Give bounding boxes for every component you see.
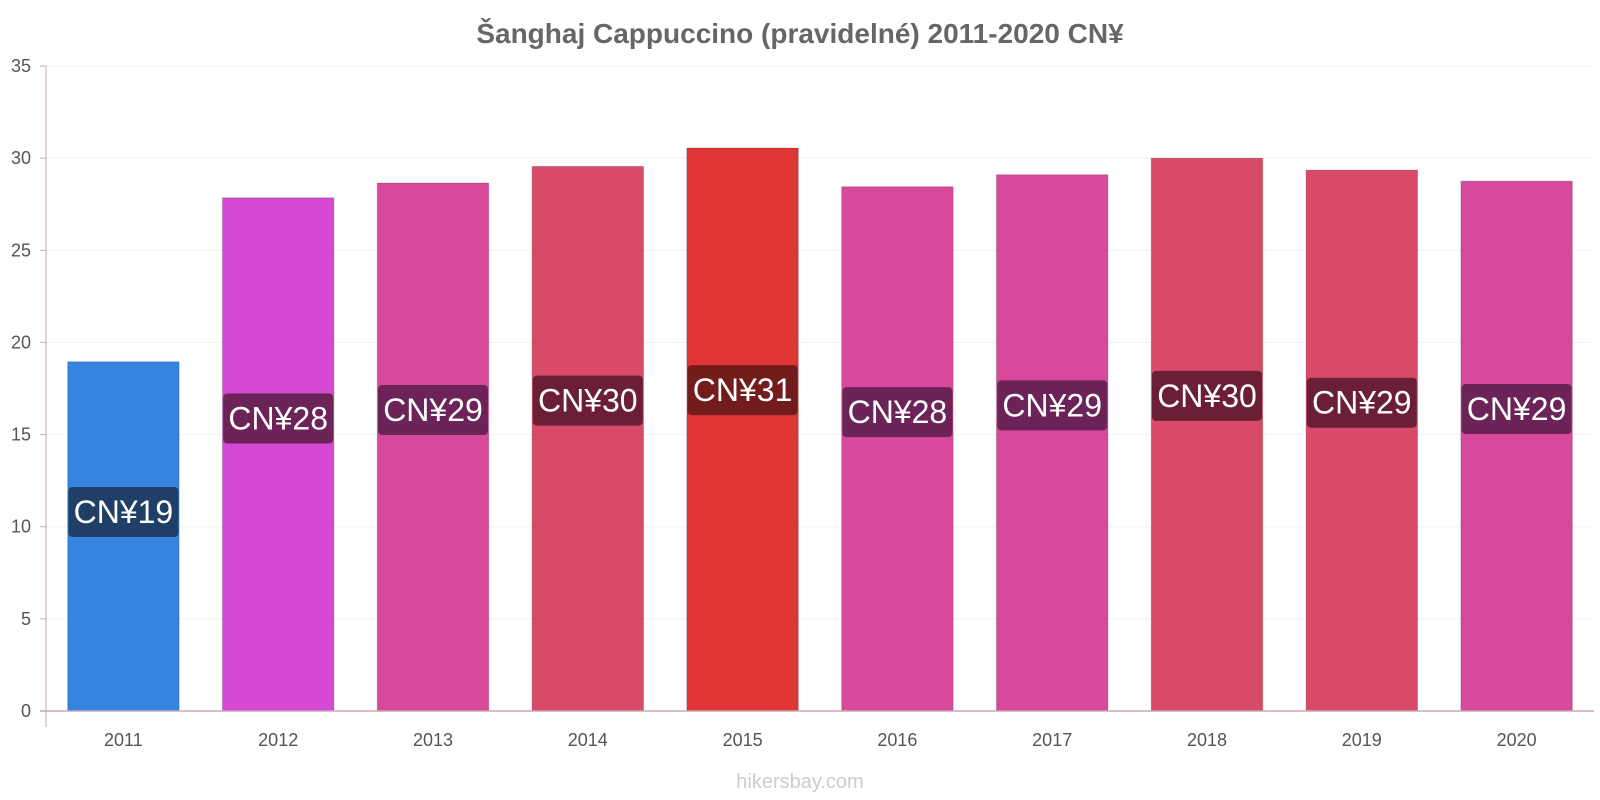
x-axis: 2011 2012 2013 2014 2015 2016 2017 2018 2019 2020 [40,710,1594,750]
y-tick-label: 20 [11,332,31,352]
x-tick-label: 2017 [1032,730,1072,750]
data-label-box [842,387,953,438]
data-label-box [687,365,798,416]
bar-2012 [221,197,335,712]
bar-2017 [995,174,1109,712]
data-label-box [532,375,643,426]
bar-2020 [1460,180,1573,712]
x-tick-label: 2015 [723,730,763,750]
data-label: CN¥31 [693,372,793,408]
data-label: CN¥29 [383,392,483,428]
data-label: CN¥28 [848,394,948,430]
y-tick-label: 25 [11,240,31,260]
y-tick-label: 0 [21,701,31,721]
bar-2016 [841,186,954,712]
x-tick-label: 2014 [568,730,608,750]
bar-2014 [531,165,645,712]
bar-2015 [686,147,799,712]
data-labels: CN¥19 CN¥28 CN¥29 CN¥30 CN¥31 CN¥28 CN¥29 CN¥30… [68,365,1572,537]
x-tick-label: 2019 [1342,730,1382,750]
data-label-box [223,393,334,444]
y-axis: 0 5 10 15 20 25 30 35 [11,56,47,727]
data-label-box [1461,384,1572,435]
data-label-box [1306,377,1417,428]
x-tick-label: 2018 [1187,730,1227,750]
x-tick-label: 2020 [1497,730,1537,750]
bar-2018 [1150,157,1264,712]
y-tick-label: 30 [11,148,31,168]
x-tick-label: 2012 [258,730,298,750]
data-label-box [378,385,488,436]
source-credit: hikersbay.com [736,771,863,793]
data-label: CN¥29 [1312,385,1412,421]
data-label-box [997,380,1108,431]
y-tick-label: 35 [11,56,31,76]
data-label-box [1152,370,1262,421]
y-tick-label: 10 [11,517,31,537]
data-label: CN¥30 [538,383,638,419]
y-tick-label: 5 [21,609,31,629]
data-label: CN¥30 [1157,378,1257,414]
data-label: CN¥29 [1467,391,1567,427]
data-label-box [68,486,179,537]
data-label: CN¥19 [74,494,174,530]
data-label: CN¥29 [1002,387,1102,423]
x-tick-label: 2016 [877,730,917,750]
bar-2013 [376,182,490,712]
data-label: CN¥28 [228,400,328,436]
chart-title: Šanghaj Cappuccino (pravidelné) 2011-202… [476,17,1124,49]
x-tick-label: 2013 [413,730,453,750]
x-tick-label: 2011 [104,730,143,750]
y-tick-label: 15 [11,425,31,445]
bar-2019 [1305,169,1419,712]
